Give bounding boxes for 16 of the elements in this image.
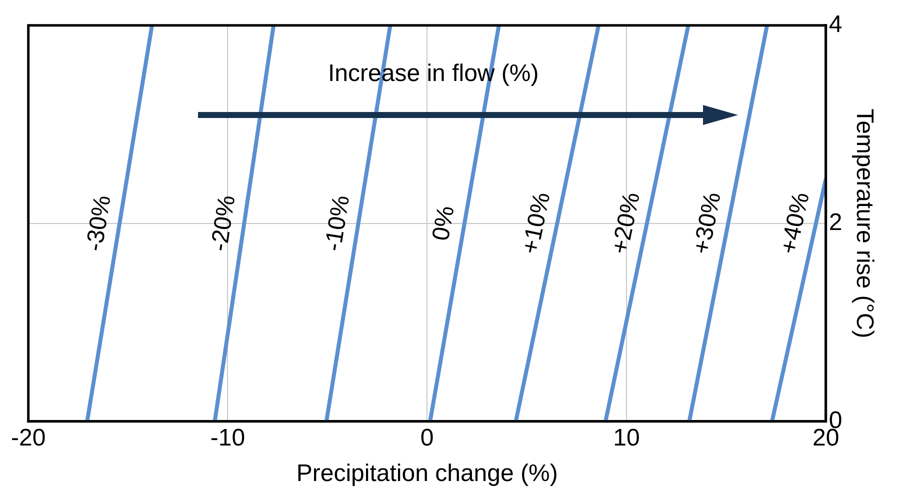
text: +30% — [688, 190, 727, 256]
text: -30% — [80, 193, 117, 254]
y-axis-title: Temperature rise (°C) — [850, 108, 878, 338]
text: -20% — [206, 194, 241, 253]
y-tick-label: 4 — [828, 11, 842, 38]
text: -10% — [320, 193, 356, 254]
x-tick-label: -10 — [210, 424, 246, 452]
x-tick-label: -20 — [11, 424, 46, 452]
text: +10% — [516, 190, 556, 256]
text: +40% — [775, 190, 816, 256]
x-axis-title: Precipitation change (%) — [296, 460, 558, 488]
y-tick-label: 2 — [828, 209, 842, 236]
x-tick-label: 0 — [420, 424, 434, 452]
x-tick-label: 10 — [613, 424, 640, 452]
text: 0% — [427, 204, 460, 243]
text: +20% — [606, 190, 646, 256]
